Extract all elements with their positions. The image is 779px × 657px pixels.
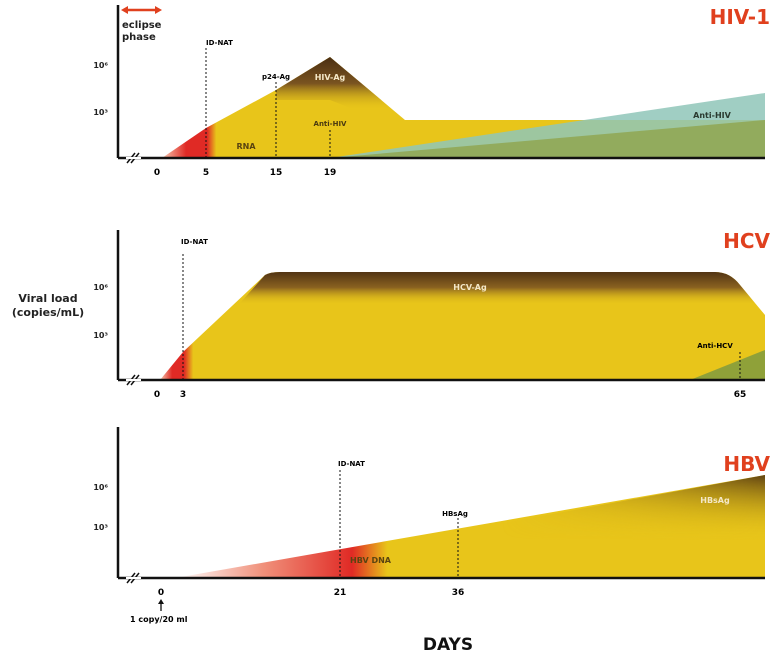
marker-label: ID-NAT <box>181 238 208 246</box>
x-tick: 21 <box>334 588 347 598</box>
y-axis-label: Viral load <box>18 292 77 305</box>
marker-label: p24-Ag <box>262 73 290 81</box>
y-tick: 10⁶ <box>93 61 108 70</box>
y-tick: 10³ <box>93 331 108 340</box>
x-axis-label: DAYS <box>423 635 473 655</box>
phase-label: phase <box>122 32 156 43</box>
hbv-dna-area <box>175 475 765 578</box>
panel-title: HBV <box>723 452 770 476</box>
axis-break-icon <box>126 374 141 386</box>
one-copy-note: 1 copy/20 ml <box>130 615 188 624</box>
marker-label: Anti-HIV <box>314 120 348 128</box>
hiv-panel: eclipse phase HIV-1 10⁶ 10³ 0 5 15 19 ID… <box>93 5 770 178</box>
hbv-dna-label: HBV DNA <box>350 556 392 565</box>
x-tick: 0 <box>158 588 164 598</box>
eclipse-arrow-icon <box>121 6 162 14</box>
rna-label: RNA <box>236 142 256 151</box>
x-tick: 15 <box>270 168 283 178</box>
y-tick: 10⁶ <box>93 283 108 292</box>
x-tick: 19 <box>324 168 337 178</box>
marker-label: ID-NAT <box>338 460 365 468</box>
x-tick: 5 <box>203 168 209 178</box>
axis-break-icon <box>126 572 141 584</box>
y-axis-label: (copies/mL) <box>12 306 84 319</box>
panel-title: HIV-1 <box>710 5 770 29</box>
hcv-ag-label: HCV-Ag <box>453 283 487 292</box>
axis-break-icon <box>126 152 141 164</box>
y-tick: 10³ <box>93 523 108 532</box>
hcv-panel: HCV 10⁶ 10³ 0 3 65 ID-NAT Anti-HCV HCV-A… <box>12 229 771 400</box>
hbv-panel: HBV 10⁶ 10³ 0 21 36 ID-NAT HBsAg HBV DNA… <box>93 427 771 655</box>
anti-hcv-area <box>690 350 765 380</box>
hiv-ag-label: HIV-Ag <box>315 73 346 82</box>
hbsag-label: HBsAg <box>700 496 730 505</box>
eclipse-label: eclipse <box>122 20 162 31</box>
hiv-ag-area <box>276 57 405 120</box>
hcv-ag-area <box>240 272 755 303</box>
marker-label: ID-NAT <box>206 39 233 47</box>
x-tick: 36 <box>452 588 465 598</box>
panel-title: HCV <box>723 229 770 253</box>
x-tick: 0 <box>154 168 160 178</box>
anti-hiv-overlap <box>330 120 765 158</box>
anti-hiv-label: Anti-HIV <box>693 111 731 120</box>
marker-label: HBsAg <box>442 510 468 518</box>
y-tick: 10³ <box>93 108 108 117</box>
hbsag-area <box>460 475 765 545</box>
marker-label: Anti-HCV <box>697 342 733 350</box>
x-tick: 3 <box>180 390 186 400</box>
y-tick: 10⁶ <box>93 483 108 492</box>
x-tick: 0 <box>154 390 160 400</box>
arrow-up-icon <box>158 599 164 611</box>
x-tick: 65 <box>734 390 747 400</box>
